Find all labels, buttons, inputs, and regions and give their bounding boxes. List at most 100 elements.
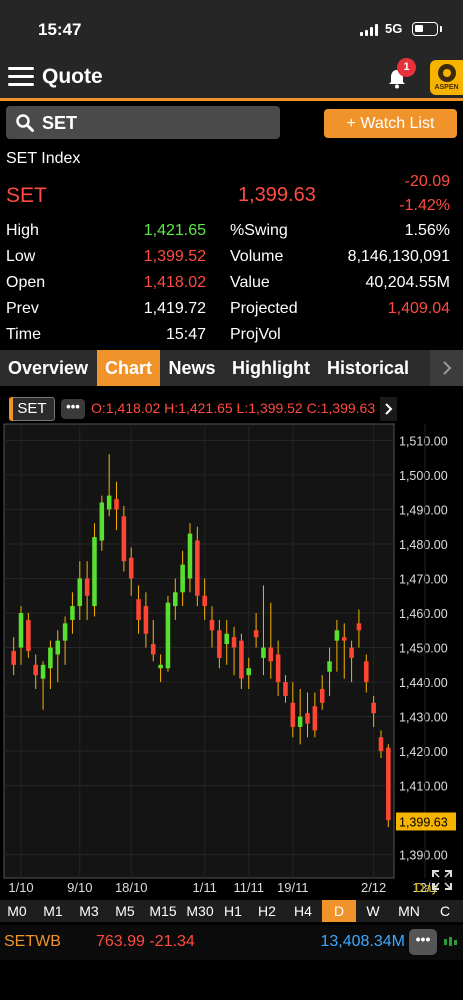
y-tick-label: 1,500.00 xyxy=(399,469,448,483)
notification-badge: 1 xyxy=(397,58,416,77)
candlestick-chart[interactable]: 1,510.00 1,500.00 1,490.00 1,480.00 1,470.00… xyxy=(0,388,463,900)
swing-value: 1.56% xyxy=(404,222,450,239)
candle-body xyxy=(128,557,134,579)
search-input[interactable] xyxy=(42,111,272,135)
tab-overview[interactable]: Overview xyxy=(7,358,89,378)
chart-more-button[interactable]: ••• xyxy=(61,399,85,419)
x-tick-label: 12/1 xyxy=(412,880,437,895)
chart-symbol-chip[interactable]: SET xyxy=(9,397,55,421)
period-c[interactable]: C xyxy=(440,903,451,919)
tab-news[interactable]: News xyxy=(168,358,216,378)
candle-body xyxy=(187,533,193,579)
candle-body xyxy=(26,619,31,651)
period-mn[interactable]: MN xyxy=(398,903,420,919)
candle-body xyxy=(180,564,185,593)
fullscreen-icon[interactable] xyxy=(430,868,454,892)
tab-historical[interactable]: Historical xyxy=(326,358,410,378)
period-m5[interactable]: M5 xyxy=(115,903,135,919)
aspen-logo[interactable]: ASPEN xyxy=(430,60,463,95)
period-selector: M0 M1 M3 M5 M15 M30 H1 H2 H4 D W MN C xyxy=(0,900,463,922)
header-divider xyxy=(0,98,463,101)
y-tick-label: 1,390.00 xyxy=(399,849,448,863)
candle-body xyxy=(114,499,119,510)
last-price: 1,399.63 xyxy=(238,184,316,206)
open-value: 1,418.02 xyxy=(143,274,206,291)
chart-info-bar: SET ••• O:1,418.02 H:1,421.65 L:1,399.52… xyxy=(5,397,397,423)
candle-body xyxy=(143,606,149,634)
open-label: Open xyxy=(6,274,46,291)
last-price-marker xyxy=(396,812,456,831)
candle-body xyxy=(62,623,68,641)
menu-icon[interactable] xyxy=(8,67,34,87)
x-tick-label: 19/11 xyxy=(277,880,309,895)
candle-body xyxy=(92,537,97,607)
time-label: Time xyxy=(6,326,41,343)
projvol-label: ProjVol xyxy=(230,326,281,343)
chart-area[interactable]: 1,510.00 1,500.00 1,490.00 1,480.00 1,470.00… xyxy=(0,388,463,900)
candle-body xyxy=(40,664,46,679)
candle-body xyxy=(290,702,296,727)
period-h2[interactable]: H2 xyxy=(258,903,276,919)
ticker-sparkline-icon xyxy=(444,937,457,946)
candle-body xyxy=(334,630,340,641)
ticker-price: 763.99 -21.34 xyxy=(96,933,195,950)
ticker-bar[interactable]: SETWB 763.99 -21.34 13,408.34M xyxy=(0,925,463,960)
candle-body xyxy=(11,651,16,665)
candle-body xyxy=(371,702,376,714)
candle-body xyxy=(99,502,105,541)
x-tick-label: 2/12 xyxy=(361,880,386,895)
watch-list-button[interactable]: + Watch List xyxy=(324,109,457,138)
tab-chart[interactable]: Chart xyxy=(97,350,160,386)
candle-body xyxy=(209,619,215,631)
x-tick-label: 11/11 xyxy=(233,880,264,895)
period-h4[interactable]: H4 xyxy=(294,903,312,919)
plot-frame xyxy=(3,423,395,879)
period-m1[interactable]: M1 xyxy=(43,903,63,919)
candle-body xyxy=(261,647,266,658)
period-m30[interactable]: M30 xyxy=(186,903,214,919)
value-value: 40,204.55M xyxy=(365,274,450,291)
candle-body xyxy=(173,592,178,607)
candle-body xyxy=(106,495,112,510)
period-w[interactable]: W xyxy=(366,903,380,919)
ohlc-readout: O:1,418.02 H:1,421.65 L:1,399.52 C:1,399… xyxy=(91,400,376,416)
search-box[interactable] xyxy=(6,106,280,139)
candle-body xyxy=(158,664,163,669)
ohlc-expand-button[interactable] xyxy=(380,397,397,421)
change-value: -20.09 xyxy=(404,173,450,190)
x-tick-label: 18/10 xyxy=(115,880,148,895)
prev-label: Prev xyxy=(6,300,39,317)
ticker-more-button[interactable]: ••• xyxy=(409,929,437,955)
low-value: 1,399.52 xyxy=(143,248,206,265)
x-tick-label: 1/11 xyxy=(193,880,217,895)
status-bar: 15:47 5G xyxy=(0,0,463,56)
candle-body xyxy=(136,599,141,620)
candle-body xyxy=(268,647,274,662)
swing-label: %Swing xyxy=(230,222,288,239)
candle-body xyxy=(364,661,369,683)
time-value: 15:47 xyxy=(165,326,206,343)
candle-body xyxy=(150,644,156,655)
projected-label: Projected xyxy=(230,300,298,317)
period-m15[interactable]: M15 xyxy=(149,903,177,919)
period-h1[interactable]: H1 xyxy=(224,903,242,919)
tab-highlight[interactable]: Highlight xyxy=(232,358,310,378)
period-d[interactable]: D xyxy=(322,900,356,922)
period-m0[interactable]: M0 xyxy=(7,903,27,919)
candle-body xyxy=(202,595,207,607)
candle-body xyxy=(378,737,384,752)
y-tick-label: 1,430.00 xyxy=(399,711,448,725)
x-tick-label: 9/10 xyxy=(67,880,92,895)
candle-body xyxy=(165,602,171,669)
index-name: SET Index xyxy=(6,150,81,167)
period-m3[interactable]: M3 xyxy=(79,903,99,919)
prev-value: 1,419.72 xyxy=(143,300,206,317)
projected-value: 1,409.04 xyxy=(387,300,450,317)
chevron-right-icon xyxy=(385,403,393,415)
logo-symbol xyxy=(438,64,456,82)
page-title: Quote xyxy=(42,65,103,88)
low-label: Low xyxy=(6,248,36,265)
candle-body xyxy=(305,713,310,724)
candle-body xyxy=(77,578,83,607)
tab-scroll-right[interactable] xyxy=(430,350,463,386)
